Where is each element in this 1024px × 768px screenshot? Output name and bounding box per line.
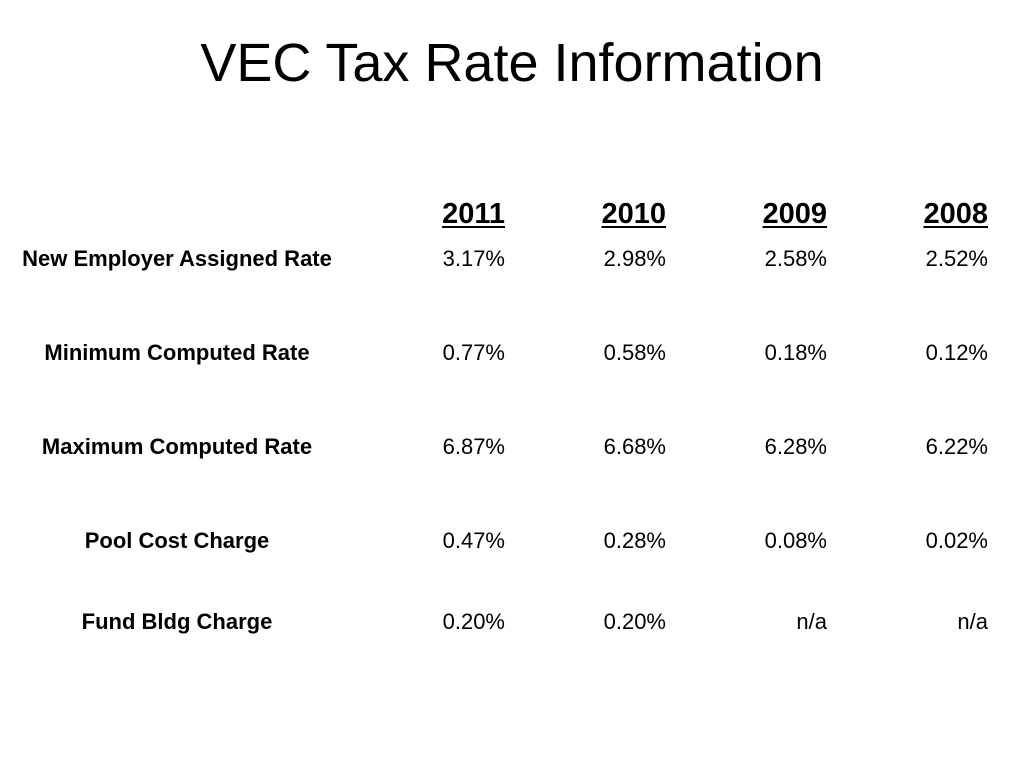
row-label-fund-bldg-charge: Fund Bldg Charge — [81, 609, 273, 634]
table-cell: 6.28% — [764, 434, 827, 459]
table-cell: 0.02% — [925, 528, 988, 553]
table-cell: 0.58% — [603, 340, 666, 365]
table-cell: 0.12% — [925, 340, 988, 365]
table-cell: 0.20% — [442, 609, 505, 634]
table-cell: 2.58% — [764, 246, 827, 271]
table-cell: 2.52% — [925, 246, 988, 271]
year-header-2008: 2008 — [923, 198, 988, 230]
row-label-minimum-computed-rate: Minimum Computed Rate — [44, 340, 310, 365]
table-cell: 0.47% — [442, 528, 505, 553]
table-cell: 6.87% — [442, 434, 505, 459]
table-cell: 0.28% — [603, 528, 666, 553]
row-label-pool-cost-charge: Pool Cost Charge — [84, 528, 270, 553]
table-cell: 0.77% — [442, 340, 505, 365]
row-label-maximum-computed-rate: Maximum Computed Rate — [41, 434, 313, 459]
year-header-2009: 2009 — [762, 198, 827, 230]
table-cell: 0.20% — [603, 609, 666, 634]
table-cell: 6.22% — [925, 434, 988, 459]
table-cell: 0.18% — [764, 340, 827, 365]
page-title: VEC Tax Rate Information — [200, 33, 824, 93]
table-cell: 0.08% — [764, 528, 827, 553]
table-cell: 3.17% — [442, 246, 505, 271]
year-header-2011: 2011 — [442, 198, 505, 230]
table-cell: 6.68% — [603, 434, 666, 459]
table-cell: n/a — [957, 609, 988, 634]
year-header-2010: 2010 — [601, 198, 666, 230]
table-cell: 2.98% — [603, 246, 666, 271]
table-cell: n/a — [796, 609, 827, 634]
row-label-new-employer-assigned-rate: New Employer Assigned Rate — [22, 246, 332, 271]
